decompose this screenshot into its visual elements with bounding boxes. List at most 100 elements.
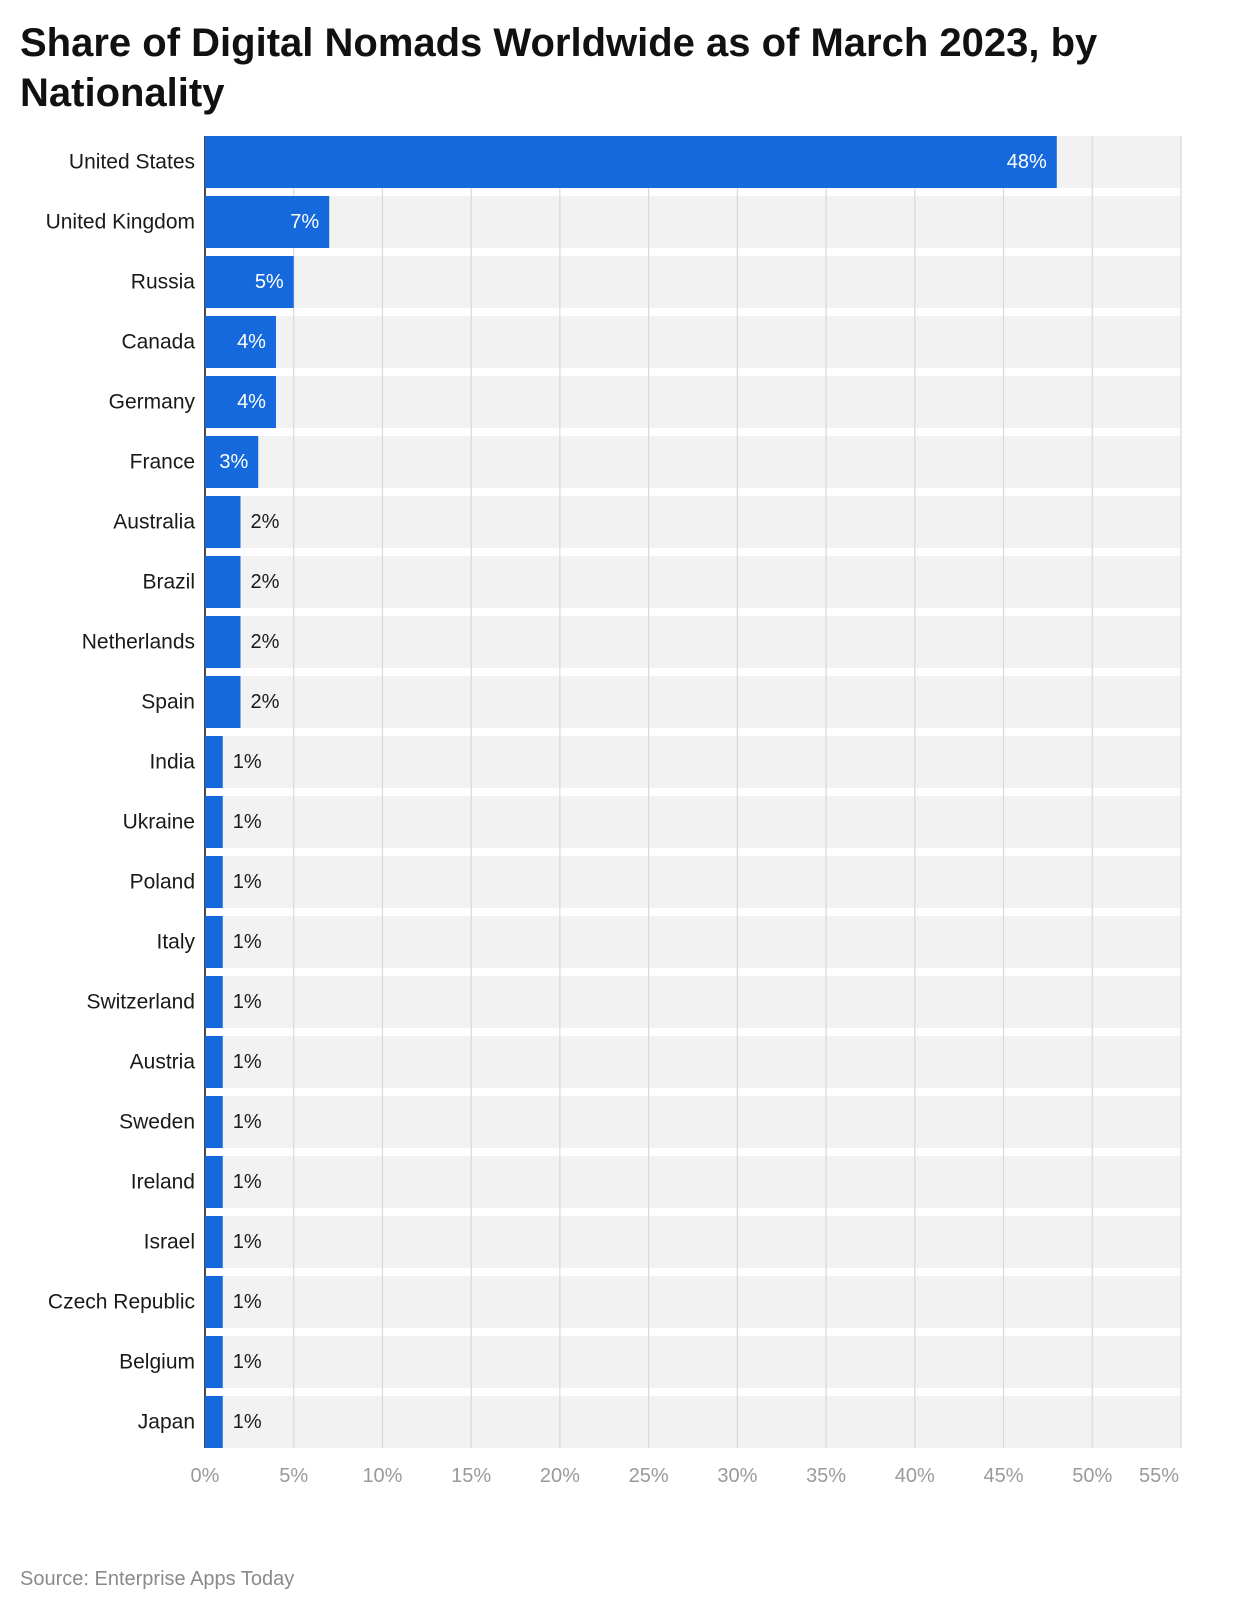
x-tick-label-20: 20% <box>540 1465 580 1487</box>
value-label-austria: 1% <box>233 1051 262 1073</box>
bar-france <box>205 436 259 488</box>
bar-czech-republic <box>205 1276 223 1328</box>
bar-sweden <box>205 1096 223 1148</box>
bar-australia <box>205 496 241 548</box>
row-background-ukraine <box>205 796 1181 848</box>
row-background-poland <box>205 856 1181 908</box>
row-background-russia <box>205 256 1181 308</box>
category-label-switzerland: Switzerland <box>86 991 195 1014</box>
row-background-australia <box>205 496 1181 548</box>
bar-italy <box>205 916 223 968</box>
category-label-spain: Spain <box>141 691 195 714</box>
bar-austria <box>205 1036 223 1088</box>
category-label-netherlands: Netherlands <box>82 631 195 654</box>
x-tick-label-10: 10% <box>362 1465 402 1487</box>
value-label-russia: 5% <box>255 271 284 293</box>
value-label-belgium: 1% <box>233 1351 262 1373</box>
row-background-brazil <box>205 556 1181 608</box>
category-label-united-kingdom: United Kingdom <box>46 211 195 234</box>
value-label-australia: 2% <box>250 511 279 533</box>
row-background-india <box>205 736 1181 788</box>
category-label-israel: Israel <box>144 1231 195 1254</box>
value-label-brazil: 2% <box>250 571 279 593</box>
value-label-czech-republic: 1% <box>233 1291 262 1313</box>
source-note: Source: Enterprise Apps Today <box>20 1568 295 1590</box>
category-label-india: India <box>149 751 195 774</box>
bar-switzerland <box>205 976 223 1028</box>
category-label-ireland: Ireland <box>131 1171 195 1194</box>
bar-ireland <box>205 1156 223 1208</box>
category-label-germany: Germany <box>109 391 196 414</box>
x-tick-label-15: 15% <box>451 1465 491 1487</box>
value-label-italy: 1% <box>233 931 262 953</box>
x-tick-label-40: 40% <box>895 1465 935 1487</box>
category-label-brazil: Brazil <box>142 571 195 594</box>
value-label-netherlands: 2% <box>250 631 279 653</box>
value-label-france: 3% <box>219 451 248 473</box>
x-tick-label-50: 50% <box>1072 1465 1112 1487</box>
bar-netherlands <box>205 616 241 668</box>
bar-brazil <box>205 556 241 608</box>
row-background-canada <box>205 316 1181 368</box>
category-labels: United States United Kingdom Russia Canada G… <box>46 151 196 1434</box>
bars <box>205 136 1057 1448</box>
x-tick-label-30: 30% <box>717 1465 757 1487</box>
row-background-czech-republic <box>205 1276 1181 1328</box>
row-background-france <box>205 436 1181 488</box>
category-label-italy: Italy <box>156 931 195 954</box>
row-backgrounds <box>205 136 1181 1448</box>
value-label-poland: 1% <box>233 871 262 893</box>
category-label-japan: Japan <box>138 1411 195 1434</box>
x-tick-label-25: 25% <box>629 1465 669 1487</box>
value-label-canada: 4% <box>237 331 266 353</box>
x-axis-tick-labels: 0% 5% 10% 15% 20% 25% 30% 35% 40% 45% 50% 55% <box>191 1465 1180 1487</box>
value-labels: 48% 7% 5% 4% 4% 3% 2% 2% 2% 2% 1% 1% 1% 1% 1% 1% 1% 1% 1% 1… <box>219 151 1047 1433</box>
bar-canada <box>205 316 276 368</box>
row-background-austria <box>205 1036 1181 1088</box>
category-label-france: France <box>130 451 195 474</box>
bar-belgium <box>205 1336 223 1388</box>
row-background-belgium <box>205 1336 1181 1388</box>
value-label-united-kingdom: 7% <box>290 211 319 233</box>
value-label-india: 1% <box>233 751 262 773</box>
value-label-spain: 2% <box>250 691 279 713</box>
category-label-russia: Russia <box>131 271 196 294</box>
bar-india <box>205 736 223 788</box>
bar-chart: United States United Kingdom Russia Canada G… <box>46 136 1182 1487</box>
bar-united-kingdom <box>205 196 330 248</box>
value-label-united-states: 48% <box>1007 151 1047 173</box>
category-label-czech-republic: Czech Republic <box>48 1291 195 1314</box>
row-background-japan <box>205 1396 1181 1448</box>
category-label-austria: Austria <box>130 1051 196 1074</box>
row-background-sweden <box>205 1096 1181 1148</box>
category-label-united-states: United States <box>69 151 195 174</box>
value-label-israel: 1% <box>233 1231 262 1253</box>
category-label-canada: Canada <box>121 331 195 354</box>
category-label-sweden: Sweden <box>119 1111 195 1134</box>
x-tick-label-0: 0% <box>191 1465 220 1487</box>
row-background-italy <box>205 916 1181 968</box>
value-label-ukraine: 1% <box>233 811 262 833</box>
bar-poland <box>205 856 223 908</box>
value-label-ireland: 1% <box>233 1171 262 1193</box>
row-background-germany <box>205 376 1181 428</box>
x-tick-label-55: 55% <box>1139 1465 1179 1487</box>
value-label-japan: 1% <box>233 1411 262 1433</box>
category-label-australia: Australia <box>113 511 195 534</box>
category-label-belgium: Belgium <box>119 1351 195 1374</box>
value-label-germany: 4% <box>237 391 266 413</box>
bar-germany <box>205 376 276 428</box>
row-background-ireland <box>205 1156 1181 1208</box>
category-label-poland: Poland <box>130 871 195 894</box>
bar-united-states <box>205 136 1057 188</box>
row-background-netherlands <box>205 616 1181 668</box>
row-background-united-kingdom <box>205 196 1181 248</box>
x-tick-label-45: 45% <box>984 1465 1024 1487</box>
chart-title: Share of Digital Nomads Worldwide as of … <box>20 21 1098 115</box>
x-tick-label-5: 5% <box>279 1465 308 1487</box>
bar-ukraine <box>205 796 223 848</box>
value-label-switzerland: 1% <box>233 991 262 1013</box>
bar-japan <box>205 1396 223 1448</box>
x-tick-label-35: 35% <box>806 1465 846 1487</box>
row-background-spain <box>205 676 1181 728</box>
